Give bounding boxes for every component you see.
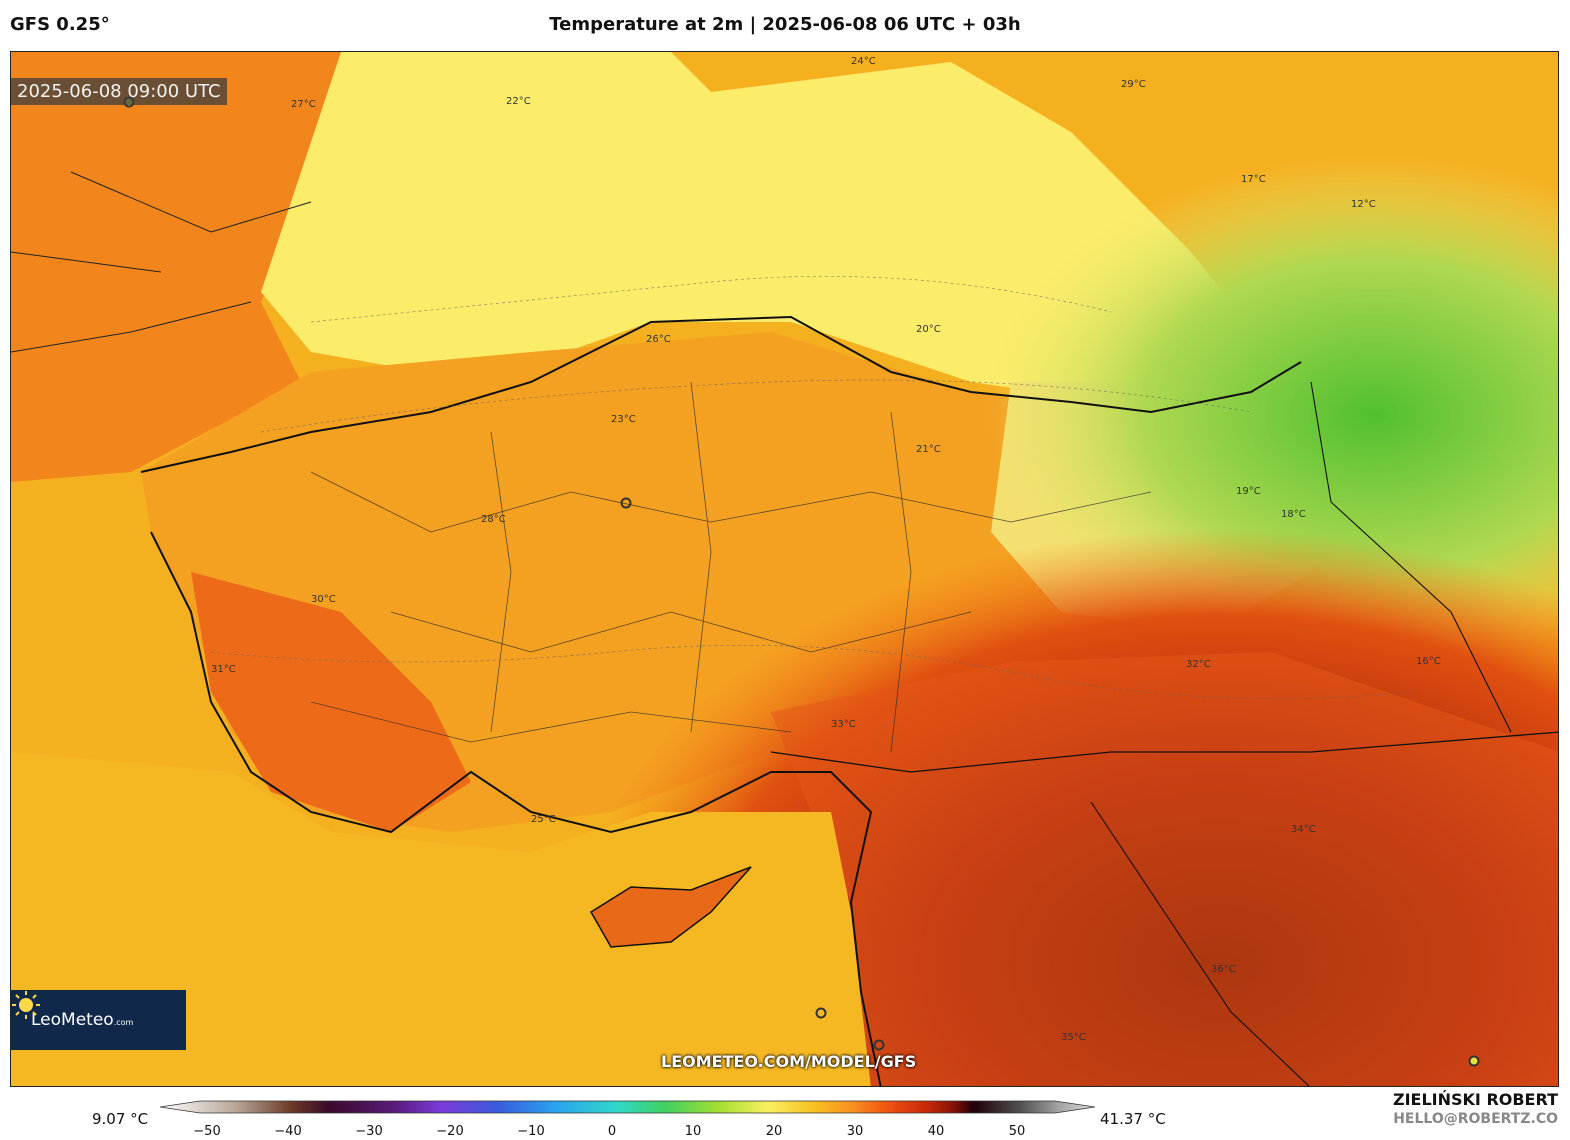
contour-label: 22°C — [506, 96, 531, 107]
site-url-link[interactable]: LEOMETEO.COM/MODEL/GFS — [661, 1052, 917, 1071]
colorbar-tick: −20 — [436, 1124, 464, 1139]
contour-label: 24°C — [851, 56, 876, 67]
contour-label: 23°C — [611, 414, 636, 425]
contour-label: 20°C — [916, 324, 941, 335]
contour-label: 32°C — [1186, 659, 1211, 670]
contour-label: 27°C — [291, 99, 316, 110]
balkan-borders — [11, 171, 312, 353]
black-sea-coastline — [140, 315, 1302, 473]
leometeo-logo[interactable]: LeoMeteo.com — [11, 990, 186, 1050]
map-canvas: 22°C 24°C 27°C 28°C 29°C 26°C 21°C 20°C … — [11, 52, 1558, 1086]
colorbar-tick: 30 — [846, 1124, 864, 1139]
isotherm-lines — [210, 275, 1412, 700]
cyprus-island — [589, 866, 752, 948]
contour-label: 30°C — [311, 594, 336, 605]
contour-label: 21°C — [916, 444, 941, 455]
contour-label: 35°C — [1061, 1032, 1086, 1043]
contour-label: 28°C — [481, 514, 506, 525]
contour-label: 31°C — [211, 664, 236, 675]
contour-label: 29°C — [1121, 79, 1146, 90]
colorbar-tick: 20 — [765, 1124, 783, 1139]
mediterranean-coastline — [150, 531, 882, 1086]
eastern-border — [1310, 381, 1512, 733]
contour-label: 12°C — [1351, 199, 1376, 210]
colorbar-tick: 40 — [927, 1124, 945, 1139]
colorbar — [160, 1100, 1095, 1114]
contour-labels: 22°C 24°C 27°C 28°C 29°C 26°C 21°C 20°C … — [211, 56, 1441, 1043]
valid-time-label: 2025-06-08 09:00 UTC — [11, 78, 227, 105]
contour-label: 19°C — [1236, 486, 1261, 497]
city-marker[interactable] — [620, 497, 632, 509]
contour-label: 36°C — [1211, 964, 1236, 975]
colorbar-tick: 0 — [607, 1124, 617, 1139]
author-name: ZIELIŃSKI ROBERT — [1392, 1090, 1558, 1109]
mediterranean-sea — [11, 752, 871, 1086]
syria-iraq-border — [1090, 801, 1310, 1086]
city-marker[interactable] — [1468, 1055, 1480, 1067]
contour-label: 17°C — [1241, 174, 1266, 185]
contour-label: 25°C — [531, 814, 556, 825]
colorbar-tick: −50 — [193, 1124, 221, 1139]
contour-label: 34°C — [1291, 824, 1316, 835]
colorbar-max-label: 41.37 °C — [1100, 1110, 1166, 1128]
colorbar-tick: −10 — [517, 1124, 545, 1139]
city-marker[interactable] — [873, 1039, 885, 1051]
colorbar-tick: −30 — [355, 1124, 383, 1139]
map-title: Temperature at 2m | 2025-06-08 06 UTC + … — [549, 14, 1021, 35]
colorbar-tick: −40 — [274, 1124, 302, 1139]
logo-text: LeoMeteo.com — [31, 1010, 134, 1030]
southeast-warm-region — [771, 652, 1558, 1086]
contour-label: 33°C — [831, 719, 856, 730]
province-boundaries — [310, 381, 1152, 753]
contour-label: 26°C — [646, 334, 671, 345]
colorbar-min-label: 9.07 °C — [92, 1110, 149, 1128]
author-email[interactable]: HELLO@ROBERTZ.CO — [1393, 1111, 1558, 1127]
sun-icon — [12, 991, 40, 1019]
colorbar-tick: 10 — [684, 1124, 702, 1139]
model-label: GFS 0.25° — [10, 14, 110, 35]
contour-label: 18°C — [1281, 509, 1306, 520]
city-marker[interactable] — [815, 1007, 827, 1019]
colorbar-ticks: −50 −40 −30 −20 −10 0 10 20 30 40 50 — [0, 1124, 1570, 1140]
temperature-map[interactable]: 22°C 24°C 27°C 28°C 29°C 26°C 21°C 20°C … — [10, 51, 1559, 1087]
turkey-syria-border — [770, 731, 1558, 773]
colorbar-tick: 50 — [1008, 1124, 1026, 1139]
contour-label: 16°C — [1416, 656, 1441, 667]
